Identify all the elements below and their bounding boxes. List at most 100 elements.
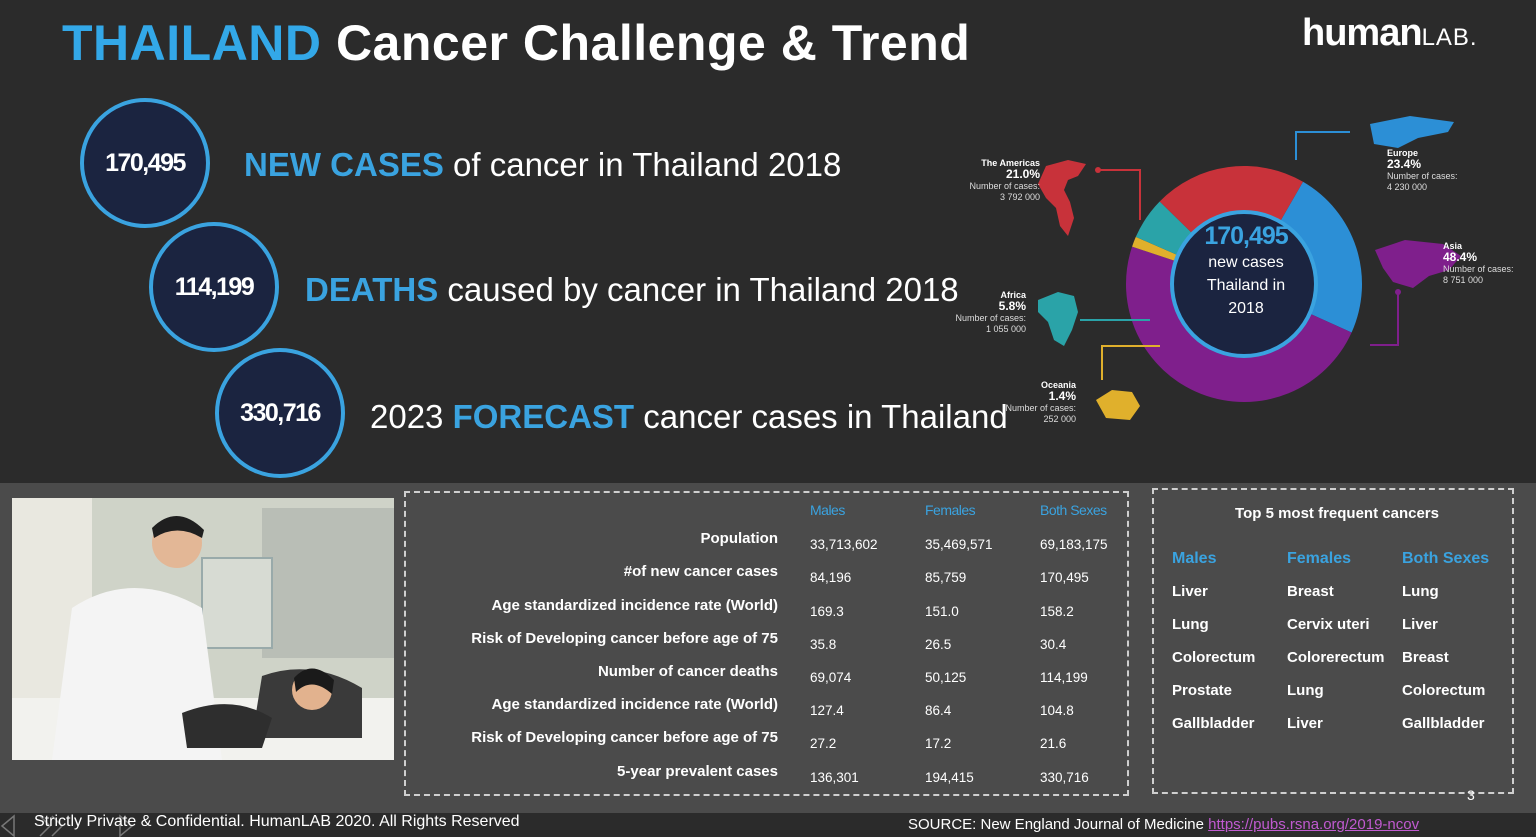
forecast-prefix: 2023	[370, 398, 453, 435]
region-asia: Asia 48.4% Number of cases: 8 751 000	[1443, 241, 1533, 286]
table-cell: 104.8	[1040, 703, 1074, 718]
new-cases-desc: of cancer in Thailand 2018	[443, 146, 842, 183]
footer-source-label: SOURCE: New England Journal of Medicine	[908, 816, 1209, 833]
region-asia-name: Asia	[1443, 241, 1463, 251]
region-europe: Europe 23.4% Number of cases: 4 230 000	[1387, 148, 1477, 193]
top5-header-males: Males	[1172, 550, 1217, 567]
top5-item: Cervix uteri	[1287, 616, 1370, 633]
top5-item: Lung	[1172, 616, 1209, 633]
top5-title: Top 5 most frequent cancers	[1235, 505, 1439, 522]
top5-item: Prostate	[1172, 682, 1233, 699]
table-cell: 50,125	[925, 670, 967, 685]
table-row-label: Risk of Developing cancer before age of …	[471, 630, 778, 647]
donut-center	[1170, 210, 1318, 358]
top5-item: Liver	[1287, 715, 1323, 732]
donut-center-line2: Thailand in	[1206, 277, 1286, 294]
donut-center-line3: 2018	[1228, 300, 1264, 317]
prev-arrow-icon	[0, 814, 15, 837]
table-header-males: Males	[810, 502, 845, 518]
deaths-circle: 114,199	[149, 222, 279, 352]
donut-center-line1: new cases	[1208, 254, 1284, 271]
table-header-both: Both Sexes	[1040, 502, 1107, 518]
logo-main: human	[1302, 12, 1423, 54]
top5-item: Colorerectum	[1287, 649, 1385, 666]
table-cell: 69,074	[810, 670, 852, 685]
top5-item: Colorectum	[1172, 649, 1256, 666]
donut-slice-europe	[1279, 181, 1362, 333]
region-americas: The Americas 21.0% Number of cases: 3 79…	[960, 158, 1040, 203]
title-highlight: THAILAND	[62, 15, 322, 71]
donut-center-value: 170,495	[1204, 222, 1288, 250]
table-cell: 158.2	[1040, 604, 1074, 619]
menu-icon	[39, 815, 64, 837]
top5-box	[1152, 488, 1514, 794]
europe-map-icon	[1370, 116, 1454, 148]
donut-center-text: 170,495 new cases Thailand in 2018	[1186, 222, 1306, 320]
page-number: 3	[1467, 787, 1475, 803]
new-cases-highlight: NEW CASES	[244, 146, 444, 183]
region-europe-cases: 4 230 000	[1387, 182, 1428, 192]
top5-item: Lung	[1287, 682, 1324, 699]
footer-source: SOURCE: New England Journal of Medicine …	[908, 816, 1419, 833]
top5-item: Gallbladder	[1172, 715, 1255, 732]
donut-slice-asia	[1126, 246, 1352, 403]
americas-connector	[1098, 169, 1141, 220]
slide-nav-controls[interactable]	[0, 812, 140, 837]
region-europe-name: Europe	[1387, 148, 1419, 158]
region-africa-cases-label: Number of cases:	[955, 313, 1026, 323]
table-cell: 27.2	[810, 736, 837, 751]
top5-item: Breast	[1287, 583, 1334, 600]
region-oceania: Oceania 1.4% Number of cases: 252 000	[996, 380, 1076, 425]
table-cell: 151.0	[925, 604, 959, 619]
region-africa: Africa 5.8% Number of cases: 1 055 000	[946, 290, 1026, 335]
table-cell: 84,196	[810, 570, 852, 585]
oceania-map-icon	[1096, 390, 1140, 420]
table-header-females: Females	[925, 502, 976, 518]
africa-map-icon	[1038, 292, 1078, 346]
americas-map-icon	[1038, 160, 1086, 236]
forecast-text: 2023 FORECAST cancer cases in Thailand	[370, 398, 1008, 436]
stats-table-box	[404, 491, 1129, 796]
region-oceania-name: Oceania	[1040, 380, 1076, 390]
top5-item: Liver	[1402, 616, 1438, 633]
table-row-label: Risk of Developing cancer before age of …	[471, 729, 778, 746]
deaths-desc: caused by cancer in Thailand 2018	[438, 271, 959, 308]
table-cell: 35,469,571	[925, 537, 993, 552]
new-cases-text: NEW CASES of cancer in Thailand 2018	[244, 146, 841, 184]
table-cell: 169.3	[810, 604, 844, 619]
region-europe-pct: 23.4%	[1387, 157, 1422, 171]
doctor-patient-photo	[12, 498, 394, 760]
table-row-label: Population	[700, 530, 779, 547]
region-africa-name: Africa	[1000, 290, 1026, 300]
donut-slice-oceania	[1132, 236, 1180, 262]
deaths-highlight: DEATHS	[305, 271, 439, 308]
top5-item: Liver	[1172, 583, 1208, 600]
table-cell: 170,495	[1040, 570, 1089, 585]
region-asia-cases: 8 751 000	[1443, 275, 1484, 285]
region-africa-pct: 5.8%	[998, 299, 1026, 313]
table-cell: 26.5	[925, 637, 952, 652]
table-cell: 127.4	[810, 703, 844, 718]
table-cell: 330,716	[1040, 770, 1089, 785]
table-cell: 35.8	[810, 637, 837, 652]
table-row-label: #of new cancer cases	[623, 563, 778, 580]
footer-source-link[interactable]: https://pubs.rsna.org/2019-ncov	[1208, 816, 1420, 833]
logo-sub: LAB.	[1421, 24, 1478, 51]
table-row-label: Age standardized incidence rate (World)	[491, 696, 778, 713]
top5-item: Colorectum	[1402, 682, 1486, 699]
next-arrow-icon	[119, 814, 134, 837]
title-rest: Cancer Challenge & Trend	[335, 15, 971, 71]
region-asia-pct: 48.4%	[1443, 250, 1478, 264]
table-row-label: 5-year prevalent cases	[617, 763, 778, 780]
table-cell: 17.2	[925, 736, 952, 751]
europe-connector	[1295, 131, 1350, 160]
table-cell: 30.4	[1040, 637, 1067, 652]
top5-item: Gallbladder	[1402, 715, 1485, 732]
region-oceania-cases-label: Number of cases:	[1005, 403, 1076, 413]
region-oceania-pct: 1.4%	[1048, 389, 1076, 403]
humanlab-logo: humanLAB.	[1302, 12, 1478, 55]
table-cell: 85,759	[925, 570, 967, 585]
table-row-label: Age standardized incidence rate (World)	[491, 597, 778, 614]
forecast-circle: 330,716	[215, 348, 345, 478]
top5-header-both: Both Sexes	[1402, 550, 1490, 567]
